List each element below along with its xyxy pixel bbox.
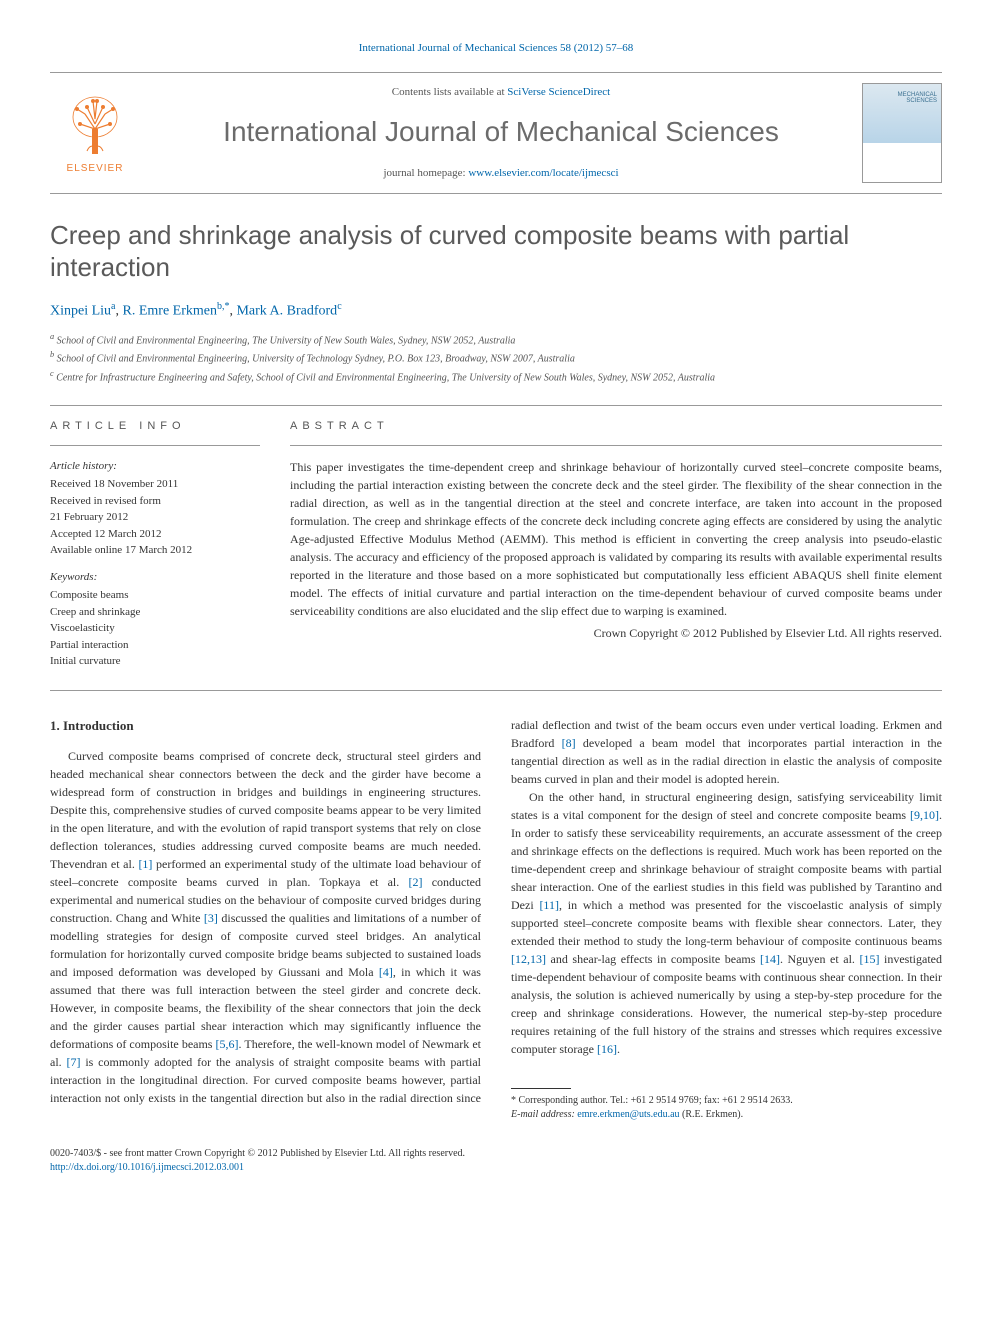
ref-14[interactable]: [14] [760, 952, 780, 966]
author-2-sup: b,* [217, 301, 230, 312]
aff-b-sup: b [50, 350, 54, 359]
keyword-item: Creep and shrinkage [50, 604, 260, 621]
history-item: 21 February 2012 [50, 509, 260, 526]
aff-b: School of Civil and Environmental Engine… [57, 354, 575, 365]
corr-email[interactable]: emre.erkmen@uts.edu.au [577, 1109, 679, 1120]
elsevier-wordmark: ELSEVIER [67, 161, 124, 176]
author-1[interactable]: Xinpei Liu [50, 303, 111, 318]
abstract-label: ABSTRACT [290, 418, 942, 435]
history-item: Received 18 November 2011 [50, 476, 260, 493]
aff-a-sup: a [50, 332, 54, 341]
keyword-item: Viscoelasticity [50, 620, 260, 637]
elsevier-logo: ELSEVIER [50, 89, 140, 176]
authors-line: Xinpei Liua, R. Emre Erkmenb,*, Mark A. … [50, 299, 942, 322]
author-3[interactable]: Mark A. Bradford [236, 303, 337, 318]
author-3-sup: c [337, 301, 341, 312]
ref-11[interactable]: [11] [539, 898, 559, 912]
ref-16[interactable]: [16] [597, 1042, 617, 1056]
corr-tel: +61 2 9514 9769 [631, 1095, 699, 1106]
article-title: Creep and shrinkage analysis of curved c… [50, 219, 942, 284]
ref-9-10[interactable]: [9,10] [910, 808, 939, 822]
abstract-text: This paper investigates the time-depende… [290, 458, 942, 620]
ref-8[interactable]: [8] [562, 736, 576, 750]
t: . Nguyen et al. [780, 952, 860, 966]
cover-line-1: MECHANICAL [898, 92, 937, 98]
body-columns: 1. Introduction Curved composite beams c… [50, 716, 942, 1122]
ref-5-6[interactable]: [5,6] [216, 1037, 239, 1051]
journal-cover-title: MECHANICAL SCIENCES [898, 92, 937, 105]
footer: 0020-7403/$ - see front matter Crown Cop… [50, 1147, 942, 1175]
author-1-sup: a [111, 301, 115, 312]
t: investigated time-dependent behaviour of… [511, 952, 942, 1056]
affiliations: a School of Civil and Environmental Engi… [50, 331, 942, 385]
ref-12-13[interactable]: [12,13] [511, 952, 546, 966]
history-item: Available online 17 March 2012 [50, 542, 260, 559]
keywords-label: Keywords: [50, 569, 260, 586]
elsevier-tree-icon [65, 89, 125, 159]
corr-fax-prefix: ; fax: [699, 1095, 722, 1106]
divider-bottom [50, 690, 942, 691]
ref-2[interactable]: [2] [408, 875, 422, 889]
info-abstract-row: ARTICLE INFO Article history: Received 1… [50, 418, 942, 670]
info-rule [50, 445, 260, 446]
aff-c: Centre for Infrastructure Engineering an… [56, 372, 715, 383]
homepage-link[interactable]: www.elsevier.com/locate/ijmecsci [468, 167, 618, 179]
t: . In order to satisfy these serviceabili… [511, 808, 942, 912]
abstract-copyright: Crown Copyright © 2012 Published by Else… [290, 624, 942, 642]
doi-link[interactable]: 10.1016/j.ijmecsci.2012.03.001 [118, 1162, 244, 1173]
body-para-2: On the other hand, in structural enginee… [511, 788, 942, 1058]
keyword-item: Partial interaction [50, 637, 260, 654]
history-item: Accepted 12 March 2012 [50, 526, 260, 543]
email-label: E-mail address: [511, 1109, 577, 1120]
journal-cover: MECHANICAL SCIENCES [862, 83, 942, 183]
article-info-label: ARTICLE INFO [50, 418, 260, 435]
t: and shear-lag effects in composite beams [546, 952, 760, 966]
sciencedirect-link[interactable]: SciVerse ScienceDirect [507, 86, 610, 98]
keyword-item: Initial curvature [50, 653, 260, 670]
journal-name: International Journal of Mechanical Scie… [140, 111, 862, 153]
author-2[interactable]: R. Emre Erkmen [123, 303, 217, 318]
contents-prefix: Contents lists available at [392, 86, 507, 98]
t: On the other hand, in structural enginee… [511, 790, 942, 822]
corresponding-footnote: * Corresponding author. Tel.: +61 2 9514… [511, 1094, 942, 1122]
t: developed a beam model that incorporates… [511, 736, 942, 786]
ref-4[interactable]: [4] [379, 965, 393, 979]
top-citation[interactable]: International Journal of Mechanical Scie… [50, 40, 942, 57]
doi-label[interactable]: http://dx.doi.org/ [50, 1162, 118, 1173]
t: . [617, 1042, 620, 1056]
contents-line: Contents lists available at SciVerse Sci… [140, 84, 862, 101]
masthead: ELSEVIER Contents lists available at Sci… [50, 72, 942, 194]
abstract-rule [290, 445, 942, 446]
divider-top [50, 405, 942, 406]
t: Curved composite beams comprised of conc… [50, 749, 481, 871]
corr-fax: +61 2 9514 2633 [722, 1095, 790, 1106]
history-item: Received in revised form [50, 493, 260, 510]
corr-author: (R.E. Erkmen). [680, 1109, 744, 1120]
history-label: Article history: [50, 458, 260, 475]
cover-line-2: SCIENCES [906, 98, 937, 104]
ref-1[interactable]: [1] [138, 857, 152, 871]
issn-line: 0020-7403/$ - see front matter Crown Cop… [50, 1148, 465, 1159]
corr-prefix: * Corresponding author. Tel.: [511, 1095, 631, 1106]
aff-a: School of Civil and Environmental Engine… [57, 335, 516, 346]
article-info: ARTICLE INFO Article history: Received 1… [50, 418, 260, 670]
aff-c-sup: c [50, 369, 54, 378]
footnote-rule [511, 1088, 571, 1089]
section-1-heading: 1. Introduction [50, 716, 481, 736]
ref-7[interactable]: [7] [67, 1055, 81, 1069]
ref-15[interactable]: [15] [859, 952, 879, 966]
homepage-line: journal homepage: www.elsevier.com/locat… [140, 165, 862, 182]
t: , in which a method was presented for th… [511, 898, 942, 948]
ref-3[interactable]: [3] [204, 911, 218, 925]
keyword-item: Composite beams [50, 587, 260, 604]
abstract: ABSTRACT This paper investigates the tim… [290, 418, 942, 670]
masthead-center: Contents lists available at SciVerse Sci… [140, 84, 862, 181]
homepage-prefix: journal homepage: [383, 167, 468, 179]
